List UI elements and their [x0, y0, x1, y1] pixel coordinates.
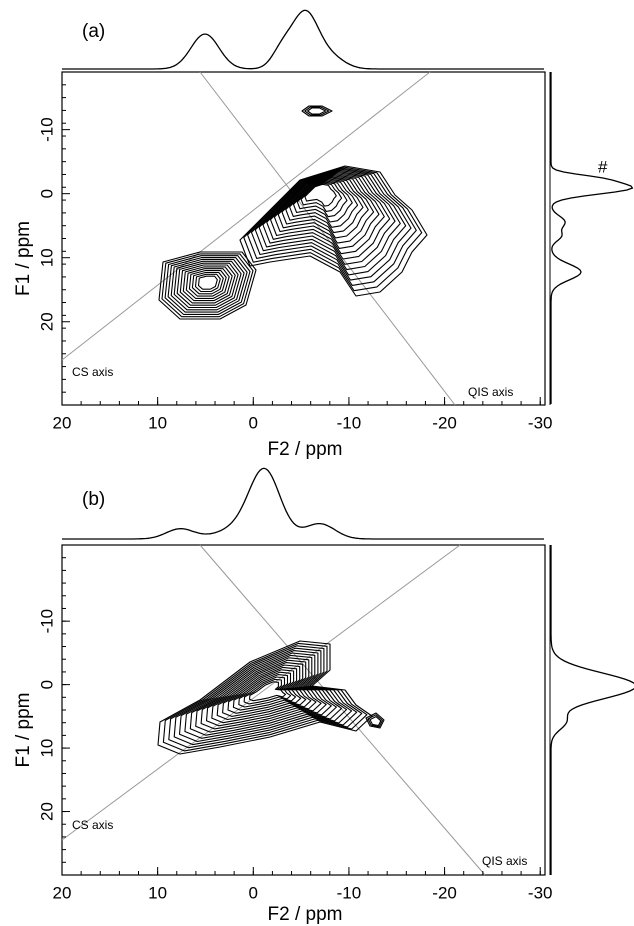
contour-level	[266, 172, 391, 260]
x-tick-label: 10	[148, 413, 167, 432]
contour-level	[301, 105, 333, 117]
contour-level	[205, 662, 327, 727]
panel-label: (a)	[82, 21, 105, 42]
x-tick-label: 20	[53, 413, 72, 432]
x-axis-label: F2 / ppm	[268, 439, 343, 460]
contour-level	[200, 659, 332, 730]
x-tick-label: -30	[528, 413, 553, 432]
contour-level	[304, 183, 337, 207]
contour-level	[216, 666, 317, 721]
contour-level	[178, 650, 353, 743]
contour-level	[277, 176, 375, 244]
contour-level	[243, 166, 423, 292]
contour-level	[258, 170, 401, 271]
contour-level	[168, 645, 363, 749]
contour-level	[211, 664, 322, 724]
contour-level	[173, 260, 242, 309]
annotation: QIS axis	[468, 385, 513, 399]
contour-level	[197, 275, 218, 290]
y-tick-label: 20	[37, 802, 56, 821]
right-projection	[550, 545, 634, 875]
contour-level	[173, 647, 358, 746]
panel-label: (b)	[82, 489, 105, 510]
contour-level	[167, 257, 248, 313]
x-tick-label: 20	[53, 883, 72, 902]
contour-level	[194, 273, 221, 293]
contour-level	[222, 669, 312, 717]
y-tick-label: 10	[37, 739, 56, 758]
qis-axis-line	[199, 71, 456, 406]
x-tick-label: -20	[432, 883, 457, 902]
annotation: QIS axis	[482, 854, 527, 868]
contour-level	[273, 175, 380, 249]
contour-level	[269, 174, 385, 255]
y-tick-label: -10	[37, 117, 56, 142]
contour-level	[195, 657, 337, 733]
y-axis-label: F1 / ppm	[13, 693, 34, 768]
contour-level	[247, 167, 417, 286]
contour-level	[285, 178, 364, 234]
cs-axis-line	[61, 71, 431, 361]
x-tick-label: -10	[337, 413, 362, 432]
contour-level	[296, 181, 348, 218]
x-tick-label: 0	[249, 883, 258, 902]
contour-level	[300, 182, 343, 212]
contour-level	[162, 642, 368, 752]
x-tick-label: 10	[148, 883, 167, 902]
contour-level	[182, 266, 233, 302]
x-tick-label: -20	[432, 413, 457, 432]
contour-level	[281, 177, 369, 239]
contour-level	[170, 258, 245, 311]
contour-level	[179, 264, 236, 304]
cs-axis-line	[61, 544, 461, 841]
contour-level	[289, 179, 359, 228]
y-axis-label: F1 / ppm	[13, 221, 34, 296]
plot-frame	[61, 71, 546, 406]
contour-level	[227, 671, 307, 714]
right-projection	[550, 72, 634, 404]
y-tick-label: 10	[37, 248, 56, 267]
annotation: CS axis	[72, 818, 113, 832]
y-tick-label: 20	[37, 312, 56, 331]
contour-level	[238, 676, 297, 708]
x-tick-label: 0	[249, 413, 258, 432]
contour-level	[307, 107, 327, 115]
contour-level	[262, 171, 396, 265]
contour-level	[232, 674, 302, 711]
annotation: #	[598, 157, 608, 176]
contour-level	[189, 654, 343, 736]
x-tick-label: -10	[337, 883, 362, 902]
contour-level	[176, 262, 239, 306]
top-projection	[62, 9, 544, 70]
contour-level	[250, 168, 412, 281]
contour-level	[157, 640, 373, 755]
x-axis-label: F2 / ppm	[268, 904, 343, 925]
top-projection	[62, 467, 544, 540]
contour-level	[161, 253, 254, 318]
y-tick-label: 0	[37, 189, 56, 198]
contour-level	[292, 180, 353, 223]
contour-level	[158, 251, 257, 320]
contour-level	[184, 652, 348, 739]
contour-level	[239, 165, 428, 297]
contour-level	[367, 714, 383, 728]
contour-level	[254, 169, 407, 276]
contour-level	[369, 716, 382, 727]
contour-level	[188, 270, 227, 297]
contour-level	[304, 106, 330, 116]
contour-level	[365, 712, 385, 729]
contour-level	[248, 681, 287, 702]
contour-level	[185, 268, 230, 299]
contour-level	[164, 255, 251, 315]
annotation: CS axis	[72, 365, 113, 379]
y-tick-label: -10	[37, 609, 56, 634]
contour-level	[191, 271, 224, 295]
qis-axis-line	[199, 544, 486, 876]
contour-level	[243, 678, 292, 705]
x-tick-label: -30	[528, 883, 553, 902]
y-tick-label: 0	[37, 680, 56, 689]
